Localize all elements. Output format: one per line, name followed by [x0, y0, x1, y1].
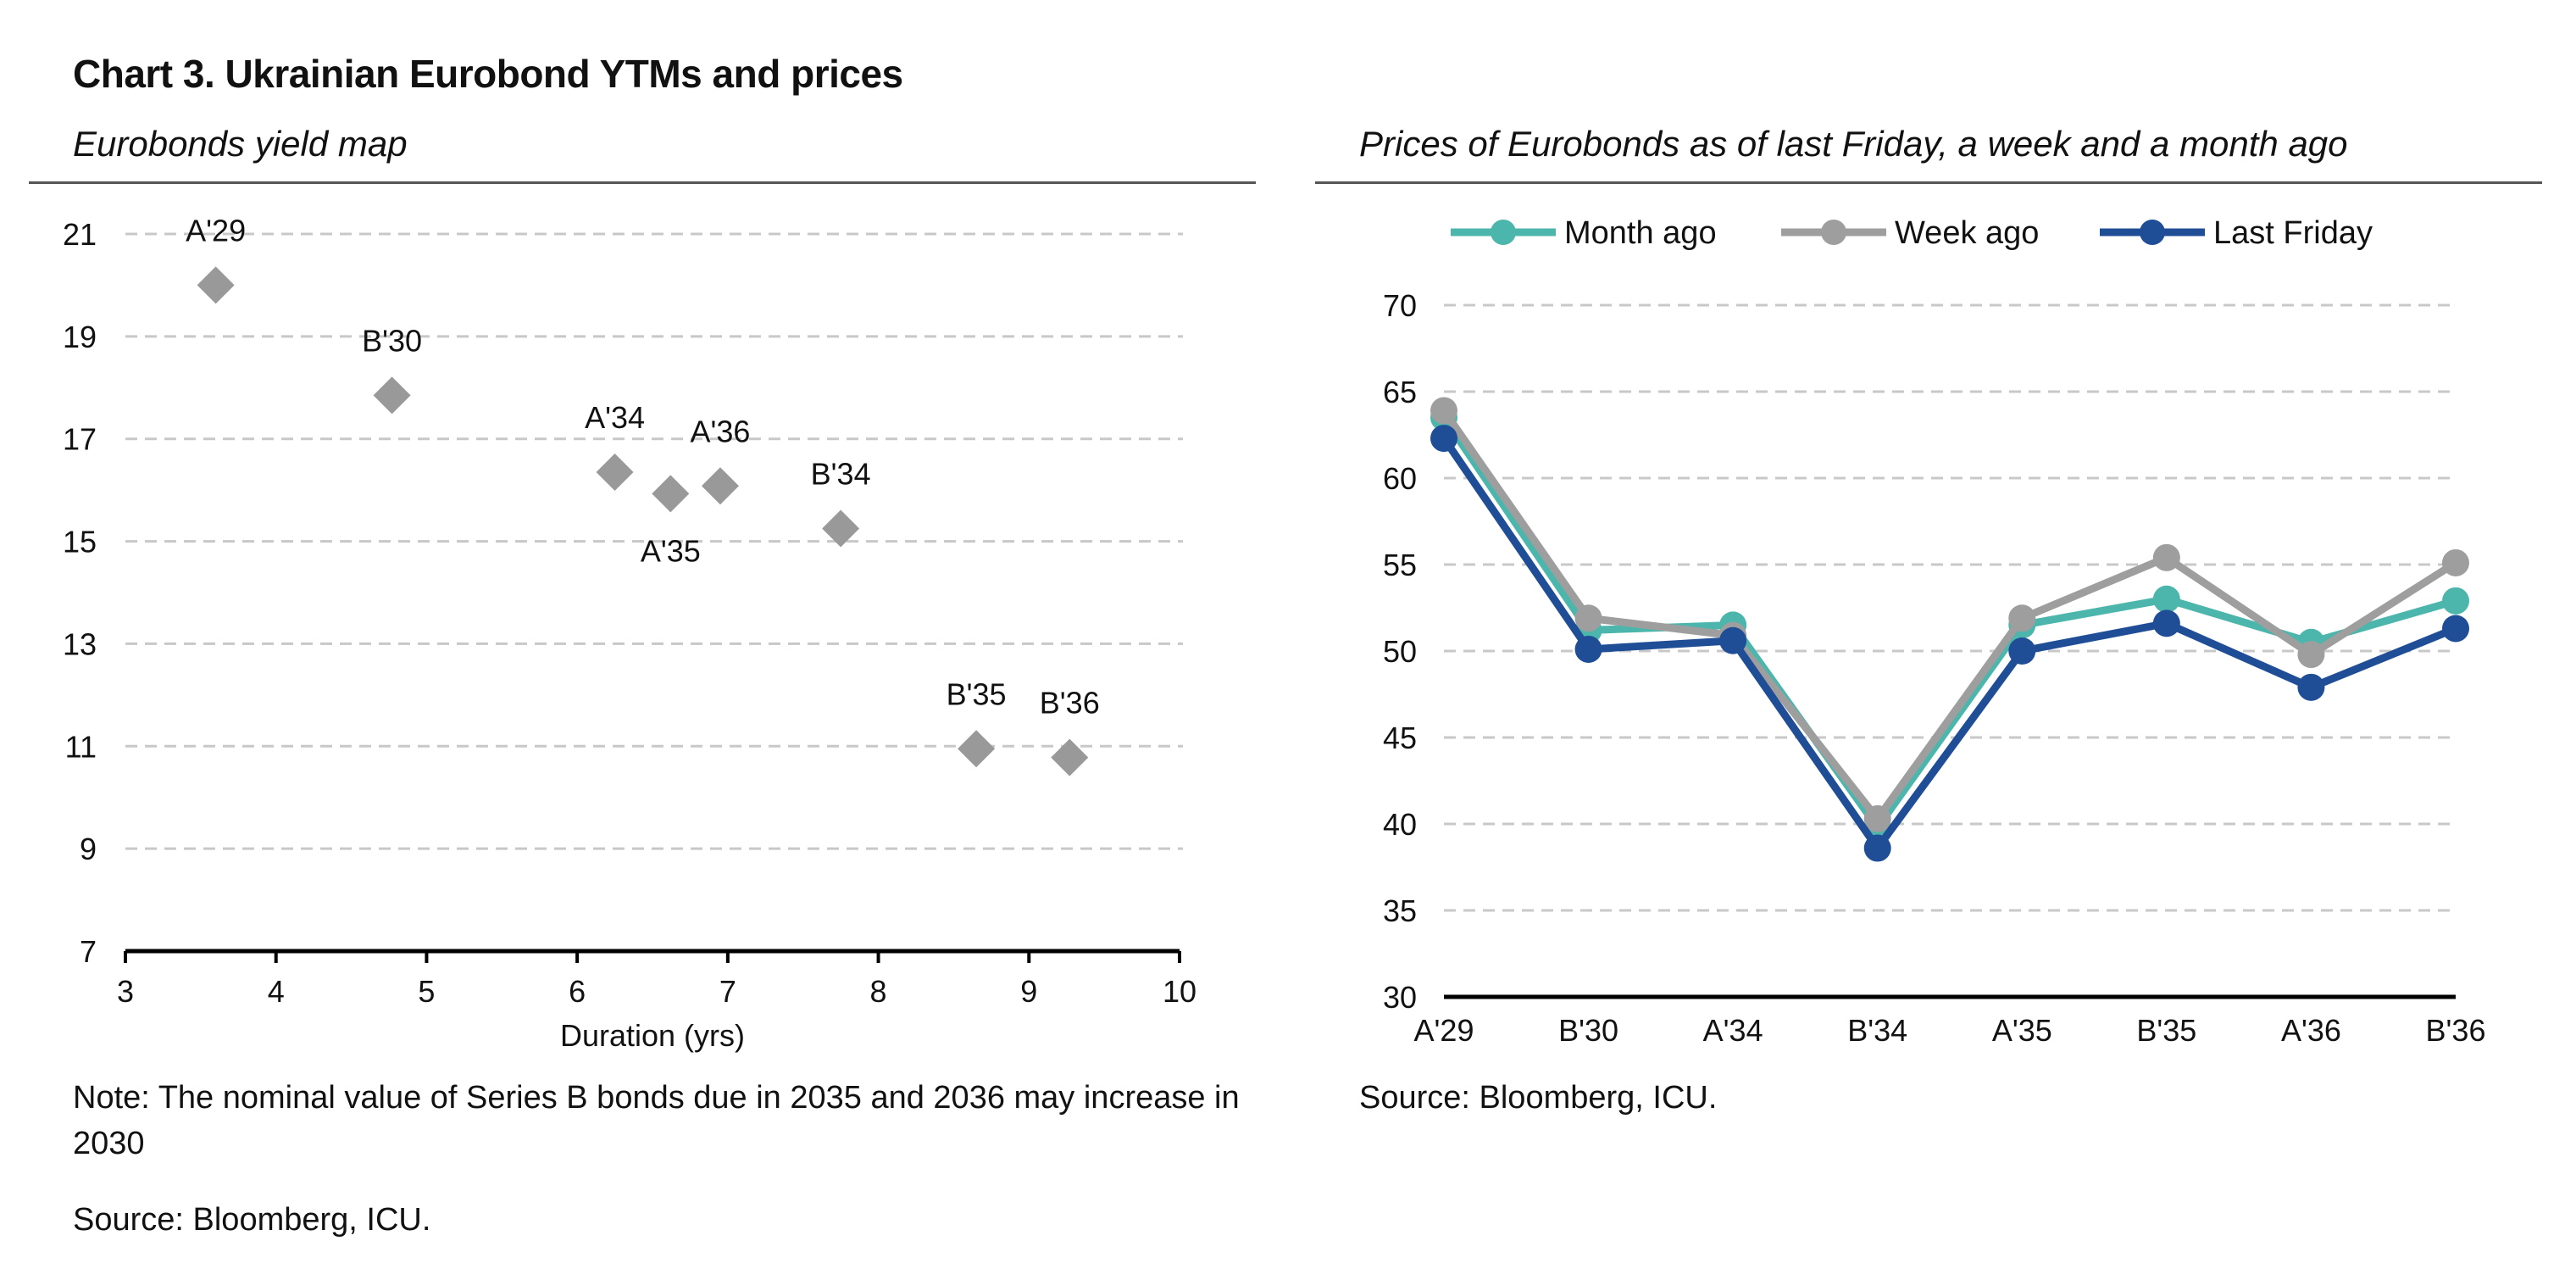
point-label: A'34	[585, 400, 645, 435]
y-tick-label: 30	[1383, 980, 1417, 1015]
point-label: A'36	[691, 414, 751, 448]
x-axis-title: Duration (yrs)	[560, 1018, 745, 1053]
series-point	[2152, 585, 2180, 613]
left-source: Source: Bloomberg, ICU.	[73, 1202, 431, 1238]
scatter-point	[822, 509, 860, 548]
legend-swatch-marker	[1491, 220, 1516, 245]
point-label: B'35	[947, 676, 1007, 711]
y-tick-label: 7	[80, 934, 97, 969]
chart-title: Chart 3. Ukrainian Eurobond YTMs and pri…	[73, 52, 903, 96]
y-tick-label: 70	[1383, 288, 1417, 323]
series-point	[1430, 425, 1457, 453]
scatter-point	[958, 730, 996, 768]
x-tick-label: A'35	[1992, 1013, 2052, 1048]
series-point	[1574, 635, 1602, 663]
x-tick-label: B'34	[1847, 1013, 1907, 1048]
point-label: B'30	[362, 323, 422, 358]
scatter-point	[197, 266, 235, 304]
series-point	[2008, 637, 2036, 665]
series-point	[2297, 673, 2325, 701]
y-tick-label: 50	[1383, 634, 1417, 669]
y-tick-label: 11	[65, 729, 97, 764]
x-tick-label: 4	[268, 974, 285, 1009]
y-tick-label: 40	[1383, 807, 1417, 842]
point-label: B'34	[811, 456, 871, 491]
scatter-point	[701, 467, 739, 505]
y-tick-label: 60	[1383, 461, 1417, 496]
legend-label: Week ago	[1895, 215, 2039, 251]
y-tick-label: 17	[63, 422, 97, 457]
x-tick-label: 6	[569, 974, 586, 1009]
series-point	[2297, 641, 2325, 669]
x-tick-label: 8	[870, 974, 887, 1009]
y-tick-label: 65	[1383, 375, 1417, 409]
x-tick-label: A'29	[1414, 1013, 1474, 1048]
point-label: B'36	[1040, 686, 1100, 721]
series-point	[1574, 604, 1602, 632]
right-source: Source: Bloomberg, ICU.	[1359, 1080, 1718, 1116]
x-tick-label: B'35	[2136, 1013, 2196, 1048]
right-divider	[1315, 181, 2542, 184]
series-line	[1441, 408, 2458, 823]
y-tick-label: 19	[63, 320, 97, 354]
x-tick-label: A'36	[2281, 1013, 2341, 1048]
y-tick-label: 35	[1383, 893, 1417, 928]
x-tick-label: A'34	[1703, 1013, 1763, 1048]
y-tick-label: 9	[80, 832, 97, 866]
x-tick-label: 7	[719, 974, 736, 1009]
scatter-point	[1051, 738, 1089, 776]
series-point	[1430, 397, 1457, 425]
series-point	[2008, 604, 2036, 632]
series-point	[2442, 587, 2469, 615]
series-point	[1719, 626, 1747, 654]
y-tick-label: 45	[1383, 721, 1417, 755]
series-point	[2442, 548, 2469, 576]
series-point	[1863, 804, 1891, 832]
scatter-point	[373, 376, 411, 415]
legend-swatch-marker	[2140, 220, 2165, 245]
legend-label: Last Friday	[2213, 215, 2373, 251]
legend-swatch-marker	[1821, 220, 1846, 245]
point-label: A'35	[641, 533, 701, 568]
scatter-point	[652, 475, 690, 513]
x-tick-label: 10	[1163, 974, 1196, 1009]
series-point	[2152, 543, 2180, 571]
point-label: A'29	[186, 213, 246, 248]
left-note: Note: The nominal value of Series B bond…	[73, 1080, 1240, 1161]
y-tick-label: 55	[1383, 548, 1417, 582]
x-tick-label: B'36	[2426, 1013, 2486, 1048]
left-divider	[29, 181, 1256, 184]
y-tick-label: 13	[63, 626, 97, 661]
scatter-point	[596, 453, 634, 491]
series-point	[2152, 609, 2180, 637]
y-tick-label: 15	[63, 525, 97, 559]
x-tick-label: 3	[117, 974, 134, 1009]
legend-label: Month ago	[1564, 215, 1717, 251]
x-tick-label: 5	[418, 974, 435, 1009]
series-point	[2442, 615, 2469, 643]
series-line	[1441, 436, 2457, 853]
left-subtitle: Eurobonds yield map	[73, 124, 408, 164]
series-point	[1863, 834, 1891, 862]
right-subtitle: Prices of Eurobonds as of last Friday, a…	[1359, 124, 2348, 164]
y-tick-label: 21	[63, 217, 97, 252]
x-tick-label: B'30	[1558, 1013, 1618, 1048]
x-tick-label: 9	[1020, 974, 1037, 1009]
